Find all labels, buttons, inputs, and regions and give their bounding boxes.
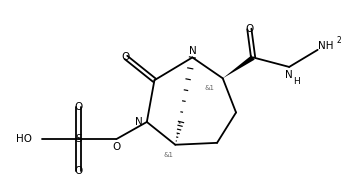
Text: HO: HO: [16, 134, 32, 144]
Text: N: N: [189, 46, 196, 56]
Text: N: N: [285, 70, 293, 79]
Text: H: H: [292, 77, 299, 86]
Text: O: O: [74, 102, 83, 112]
Text: O: O: [74, 166, 83, 176]
Text: 2: 2: [337, 36, 342, 45]
Text: S: S: [75, 134, 82, 144]
Text: &1: &1: [205, 85, 214, 91]
Text: O: O: [245, 24, 253, 34]
Text: N: N: [135, 117, 142, 127]
Text: O: O: [122, 52, 130, 62]
Text: NH: NH: [318, 41, 334, 51]
Text: &1: &1: [164, 152, 173, 158]
Polygon shape: [223, 55, 254, 78]
Text: O: O: [112, 142, 121, 152]
